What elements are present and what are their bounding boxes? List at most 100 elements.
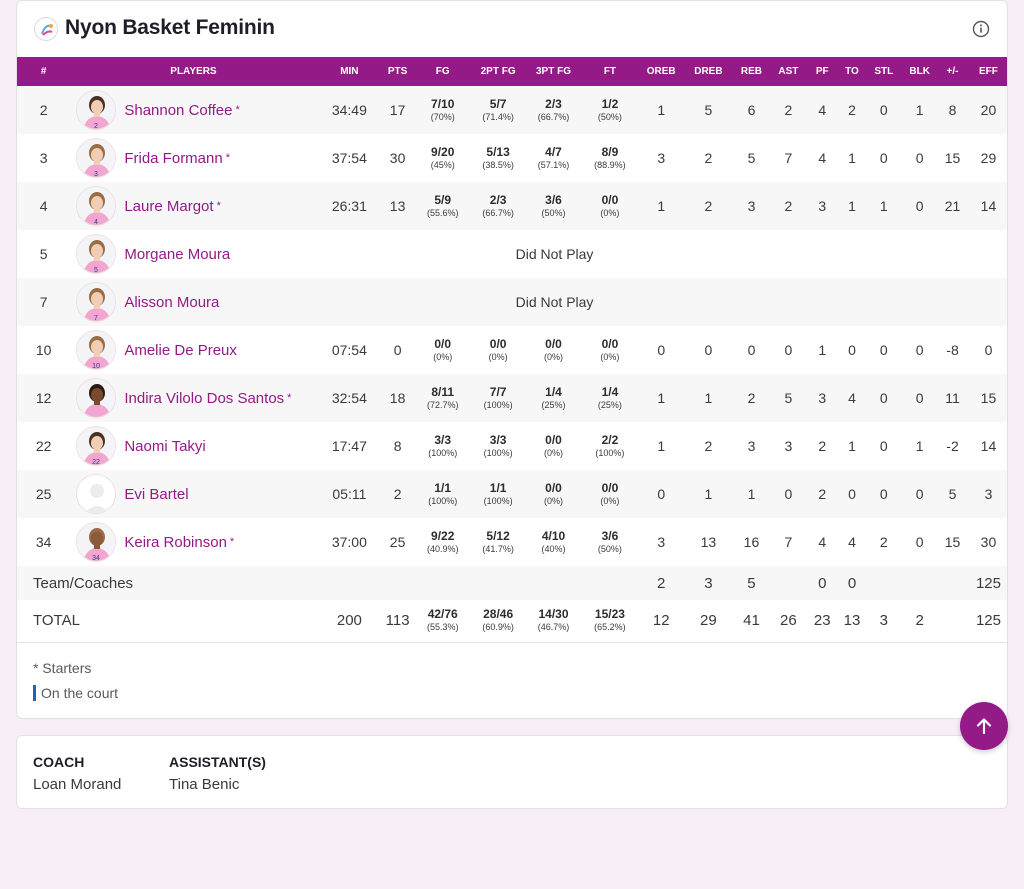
stat-cell: 41: [730, 600, 772, 643]
player-cell[interactable]: 22 Naomi Takyi: [70, 422, 316, 470]
stat-cell: 3: [657, 150, 666, 166]
table-row: 10 10 Amelie De Preux 07:54 0 0/0 (0%) 0/0 (0%) 0…: [17, 326, 1007, 374]
avatar: [76, 378, 117, 418]
stat-cell: 1: [636, 86, 686, 134]
assistant-name: Tina Benic: [169, 776, 240, 793]
table-row: 22 22 Naomi Takyi 17:47 8 3/3 (100%) 3/3 (100%) 0…: [17, 422, 1007, 470]
stat-cell: 0: [864, 86, 904, 134]
stat-cell: 13: [382, 182, 413, 230]
stat-cell: 3: [730, 182, 772, 230]
table-row: 4 4 Laure Margot * 26:31 13 5/9 (55.6%) 2/3 (66.7…: [17, 182, 1007, 230]
stat-cell: 3: [804, 374, 840, 422]
stat-cell: 3: [968, 470, 1007, 518]
avatar: 5: [76, 234, 117, 274]
player-cell[interactable]: 4 Laure Margot *: [70, 182, 317, 230]
player-cell[interactable]: Evi Bartel: [70, 470, 317, 518]
stat-cell: 3: [657, 534, 666, 550]
player-cell[interactable]: Indira Vilolo Dos Santos *: [70, 374, 317, 422]
player-cell[interactable]: 3 Frida Formann *: [70, 134, 316, 182]
stat-cell: 2/3 (66.7%): [472, 182, 524, 230]
player-name-link[interactable]: Keira Robinson: [124, 533, 227, 551]
stat-cell: 0: [915, 342, 924, 358]
jersey-number: 22: [92, 459, 100, 466]
stat-cell: -2: [946, 438, 959, 454]
column-header: PF: [804, 57, 840, 86]
stat-cell: 0: [657, 342, 666, 358]
jersey-number: 7: [94, 315, 98, 322]
table-row: 25 Evi Bartel 05:11 2 1/1 (100%) 1/1 (100%) 0/0(…: [17, 470, 1007, 518]
arrow-up-icon: [976, 718, 992, 735]
team-coaches-row: Team/Coaches 2 3 5 0 0 125: [17, 566, 1007, 600]
info-icon[interactable]: [972, 20, 990, 38]
stat-cell: 14/30 (46.7%): [523, 600, 584, 643]
table-row: 7 7 Alisson Moura Did Not Play: [17, 278, 1007, 326]
jersey-number-cell: 7: [17, 278, 71, 326]
player-name-link[interactable]: Frida Formann: [124, 149, 223, 167]
stat-cell: 7: [784, 150, 793, 166]
stat-cell: 3: [864, 600, 904, 643]
jersey-number: 4: [94, 219, 98, 226]
stat-cell: 5/12 (41.7%): [482, 528, 514, 554]
stat-cell: 15/23 (65.2%): [583, 600, 637, 643]
column-header: REB: [730, 57, 772, 86]
team-name: Nyon Basket Feminin: [65, 16, 275, 39]
did-not-play-label: Did Not Play: [472, 278, 637, 326]
stat-cell: 0: [636, 470, 686, 518]
stat-cell: 37:00: [331, 534, 367, 550]
stat-cell: 2: [839, 86, 865, 134]
stat-cell: 3: [784, 438, 793, 454]
stat-cell: 1/4 (25%): [523, 374, 584, 422]
player-name-link[interactable]: Laure Margot: [124, 197, 214, 215]
player-name-link[interactable]: Shannon Coffee: [124, 101, 233, 119]
stat-cell: 7/10 (70%): [412, 86, 473, 134]
stat-cell: 0/0 (0%): [523, 470, 584, 518]
scroll-to-top-button[interactable]: [960, 702, 1008, 750]
stat-cell: 0/0 (0%): [583, 470, 637, 518]
column-header: STL: [864, 57, 904, 86]
jersey-number-cell: 12: [17, 374, 71, 422]
table-row: 5 5 Morgane Moura Did Not Play: [17, 230, 1007, 278]
stat-cell: 0: [839, 470, 865, 518]
stat-cell: 2: [818, 438, 827, 454]
player-cell[interactable]: 34 Keira Robinson *: [70, 518, 316, 566]
starter-mark: *: [225, 152, 230, 164]
player-name-link[interactable]: Indira Vilolo Dos Santos: [124, 389, 285, 407]
stat-cell: 0/0 (0%): [600, 336, 620, 362]
stat-cell: 28/46 (60.9%): [472, 600, 524, 643]
avatar: 2: [76, 90, 117, 130]
jersey-number: 2: [94, 123, 98, 130]
stat-cell: 21: [936, 182, 969, 230]
stat-cell: 5: [747, 150, 756, 166]
stat-cell: 8/9 (88.9%): [594, 144, 626, 170]
stat-cell: 0/0 (0%): [433, 336, 453, 362]
stat-cell: 0: [864, 374, 904, 422]
stat-cell: 0: [839, 566, 865, 600]
stat-cell: 25: [389, 534, 406, 550]
avatar: 34: [76, 522, 117, 562]
player-cell[interactable]: 5 Morgane Moura: [70, 230, 316, 278]
player-cell[interactable]: 7 Alisson Moura: [70, 278, 317, 326]
stat-cell: 0: [903, 470, 937, 518]
coach-name: Loan Morand: [33, 776, 122, 793]
stat-cell: 1: [636, 182, 686, 230]
player-name-link[interactable]: Alisson Moura: [124, 293, 220, 311]
starter-mark: *: [287, 392, 292, 404]
player-name-link[interactable]: Amelie De Preux: [124, 341, 237, 359]
starter-mark: *: [235, 104, 240, 116]
stat-cell: 0/0 (0%): [583, 182, 637, 230]
stat-cell: 8: [936, 86, 969, 134]
stat-cell: 1: [685, 374, 731, 422]
player-name-link[interactable]: Morgane Moura: [124, 245, 231, 263]
player-cell[interactable]: 2 Shannon Coffee *: [70, 86, 317, 134]
player-name-link[interactable]: Evi Bartel: [124, 485, 189, 503]
avatar: 10: [76, 330, 117, 370]
stat-cell: 4: [818, 150, 827, 166]
stat-cell: 5: [771, 374, 805, 422]
stat-cell: 2/3 (66.7%): [523, 86, 584, 134]
jersey-number-cell: 10: [35, 342, 52, 358]
table-row: 34 34 Keira Robinson * 37:00 25 9/22 (40.9%) 5/1…: [17, 518, 1007, 566]
player-name-link[interactable]: Naomi Takyi: [124, 437, 206, 455]
player-cell[interactable]: 10 Amelie De Preux: [70, 326, 316, 374]
jersey-number-cell: 3: [39, 150, 48, 166]
stat-cell: 14: [968, 182, 1007, 230]
